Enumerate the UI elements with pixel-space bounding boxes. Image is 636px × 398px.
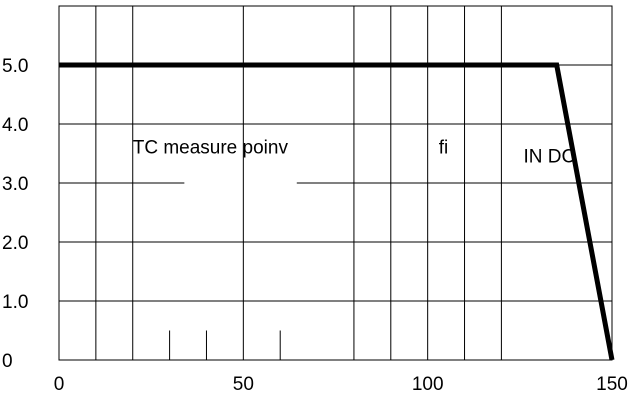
x-tick-label: 0 xyxy=(54,374,65,395)
y-tick-label: 2.0 xyxy=(2,233,28,254)
x-tick-label: 100 xyxy=(412,374,444,395)
x-tick-label: 150 xyxy=(596,374,628,395)
annotation-label: fi xyxy=(439,138,449,159)
annotations: TC measure poinv fi IN DC xyxy=(133,138,576,168)
x-tick-labels: 0 50 100 150 xyxy=(54,374,628,395)
y-tick-label: 4.0 xyxy=(2,115,28,136)
series-layer xyxy=(59,62,615,361)
y-tick-labels: 0 1.0 2.0 3.0 4.0 5.0 xyxy=(2,56,28,372)
series-line xyxy=(59,62,615,361)
y-tick-label: 0 xyxy=(2,351,13,372)
annotation-label: TC measure poinv xyxy=(133,138,289,159)
annotation-label: IN DC xyxy=(524,146,576,167)
plot-frame xyxy=(58,5,613,361)
x-tick-label: 50 xyxy=(233,374,254,395)
y-tick-label: 5.0 xyxy=(2,56,28,77)
y-tick-label: 3.0 xyxy=(2,174,28,195)
y-tick-label: 1.0 xyxy=(2,292,28,313)
partial-lines xyxy=(59,182,612,360)
